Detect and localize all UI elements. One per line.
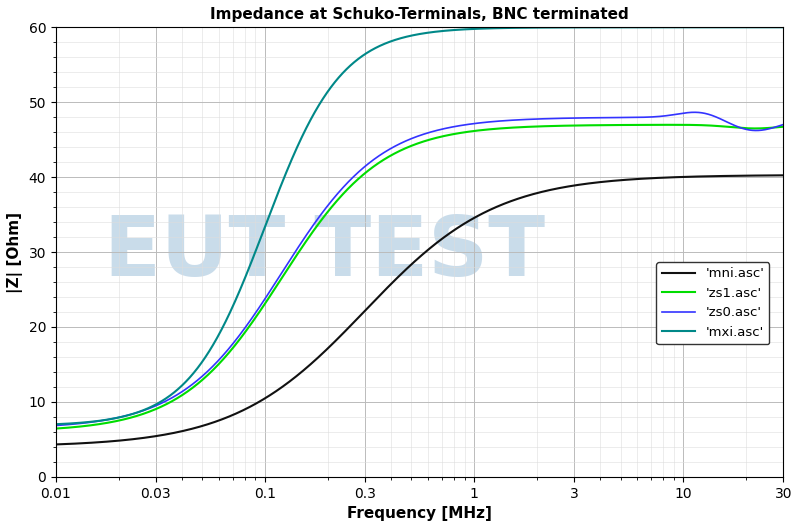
'zs0.asc' — [134, 409, 144, 415]
X-axis label: Frequency [MHz]: Frequency [MHz] — [347, 506, 492, 521]
'mni.asc' — [177, 428, 187, 435]
'zs0.asc' — [177, 389, 187, 395]
'zs0.asc' — [330, 194, 340, 200]
'mxi.asc' — [764, 24, 773, 31]
'mni.asc' — [134, 436, 144, 442]
'zs0.asc' — [361, 162, 371, 168]
'mni.asc' — [330, 338, 340, 345]
Line: 'zs0.asc': 'zs0.asc' — [56, 112, 783, 426]
'mxi.asc' — [134, 409, 144, 415]
'zs1.asc' — [778, 124, 788, 130]
'mxi.asc' — [177, 382, 187, 389]
Title: Impedance at Schuko-Terminals, BNC terminated: Impedance at Schuko-Terminals, BNC termi… — [210, 7, 629, 22]
'mni.asc' — [778, 172, 788, 178]
Line: 'mni.asc': 'mni.asc' — [56, 175, 783, 445]
'mni.asc' — [764, 172, 773, 178]
'zs0.asc' — [765, 126, 774, 132]
'mxi.asc' — [361, 50, 371, 56]
'mxi.asc' — [330, 79, 340, 86]
'zs1.asc' — [765, 125, 774, 131]
'zs1.asc' — [667, 121, 677, 128]
'zs1.asc' — [361, 169, 371, 175]
'mni.asc' — [686, 174, 695, 180]
'zs0.asc' — [686, 109, 695, 116]
'mni.asc' — [361, 306, 371, 313]
'zs0.asc' — [778, 121, 788, 128]
'zs1.asc' — [330, 200, 340, 206]
Y-axis label: |Z| [Ohm]: |Z| [Ohm] — [7, 212, 23, 293]
Text: EUT TEST: EUT TEST — [105, 212, 546, 293]
Line: 'mxi.asc': 'mxi.asc' — [56, 27, 783, 424]
'zs1.asc' — [686, 122, 696, 128]
'mni.asc' — [51, 441, 61, 448]
'zs1.asc' — [177, 392, 187, 399]
'mxi.asc' — [686, 24, 695, 31]
Line: 'zs1.asc': 'zs1.asc' — [56, 125, 783, 429]
'zs1.asc' — [134, 412, 144, 419]
'zs0.asc' — [690, 109, 699, 116]
'mxi.asc' — [778, 24, 788, 31]
'zs1.asc' — [51, 426, 61, 432]
'mxi.asc' — [51, 421, 61, 427]
Legend: 'mni.asc', 'zs1.asc', 'zs0.asc', 'mxi.asc': 'mni.asc', 'zs1.asc', 'zs0.asc', 'mxi.as… — [657, 262, 769, 344]
'zs0.asc' — [51, 422, 61, 429]
